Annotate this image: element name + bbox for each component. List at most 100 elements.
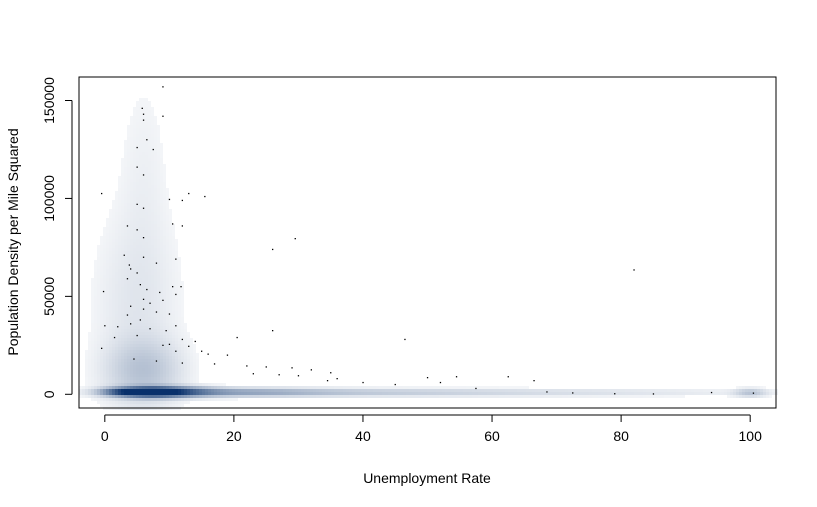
density-cell <box>136 296 139 299</box>
density-cell <box>595 389 598 392</box>
density-cell <box>556 389 559 392</box>
density-cell <box>145 110 148 113</box>
density-cell <box>292 395 295 398</box>
density-cell <box>313 392 316 395</box>
density-cell <box>235 395 238 398</box>
density-cell <box>541 389 544 392</box>
density-cell <box>157 287 160 290</box>
density-cell <box>130 188 133 191</box>
density-cell <box>100 371 103 374</box>
density-cell <box>172 302 175 305</box>
density-cell <box>196 368 199 371</box>
density-cell <box>124 302 127 305</box>
density-cell <box>649 395 652 398</box>
density-cell <box>142 212 145 215</box>
density-cell <box>166 278 169 281</box>
density-cell <box>625 392 628 395</box>
density-cell <box>166 302 169 305</box>
density-cell <box>124 320 127 323</box>
density-cell <box>187 395 190 398</box>
density-cell <box>109 275 112 278</box>
density-cell <box>415 395 418 398</box>
density-cell <box>163 212 166 215</box>
density-cell <box>178 386 181 389</box>
density-cell <box>175 383 178 386</box>
density-cell <box>139 155 142 158</box>
density-cell <box>100 308 103 311</box>
density-cell <box>304 392 307 395</box>
density-cell <box>157 365 160 368</box>
density-cell <box>142 278 145 281</box>
density-cell <box>178 371 181 374</box>
density-cell <box>175 380 178 383</box>
density-cell <box>115 254 118 257</box>
density-cell <box>169 311 172 314</box>
density-cell <box>136 350 139 353</box>
density-cell <box>85 389 88 392</box>
density-cell <box>439 386 442 389</box>
density-cell <box>769 395 772 398</box>
density-cell <box>148 158 151 161</box>
density-cell <box>127 167 130 170</box>
density-cell <box>151 392 154 395</box>
density-cell <box>166 362 169 365</box>
density-cell <box>154 197 157 200</box>
density-cell <box>619 392 622 395</box>
density-cell <box>211 395 214 398</box>
density-cell <box>589 395 592 398</box>
density-cell <box>145 212 148 215</box>
density-cell <box>166 221 169 224</box>
density-cell <box>121 332 124 335</box>
density-cell <box>142 356 145 359</box>
density-cell <box>178 266 181 269</box>
density-cell <box>133 281 136 284</box>
density-cell <box>187 380 190 383</box>
density-cell <box>115 269 118 272</box>
density-cell <box>142 260 145 263</box>
density-cell <box>190 368 193 371</box>
density-cell <box>139 206 142 209</box>
data-point <box>162 344 164 346</box>
density-cell <box>133 317 136 320</box>
density-cell <box>148 161 151 164</box>
density-cell <box>124 149 127 152</box>
density-cell <box>154 185 157 188</box>
density-cell <box>613 389 616 392</box>
density-cell <box>172 401 175 404</box>
density-cell <box>169 284 172 287</box>
density-cell <box>280 395 283 398</box>
density-cell <box>154 128 157 131</box>
density-cell <box>190 386 193 389</box>
density-cell <box>139 341 142 344</box>
density-cell <box>97 359 100 362</box>
density-cell <box>685 392 688 395</box>
density-cell <box>130 314 133 317</box>
density-cell <box>148 344 151 347</box>
density-cell <box>130 275 133 278</box>
density-cell <box>151 335 154 338</box>
density-cell <box>145 356 148 359</box>
density-cell <box>355 392 358 395</box>
density-cell <box>100 401 103 404</box>
density-cell <box>100 353 103 356</box>
density-cell <box>106 383 109 386</box>
density-cell <box>670 395 673 398</box>
density-cell <box>163 344 166 347</box>
density-cell <box>163 206 166 209</box>
density-cell <box>133 191 136 194</box>
density-cell <box>757 395 760 398</box>
density-cell <box>118 191 121 194</box>
density-cell <box>115 215 118 218</box>
density-cell <box>103 371 106 374</box>
density-cell <box>94 293 97 296</box>
density-cell <box>121 335 124 338</box>
density-cell <box>124 278 127 281</box>
density-cell <box>85 386 88 389</box>
density-cell <box>430 392 433 395</box>
density-cell <box>460 395 463 398</box>
density-cell <box>109 392 112 395</box>
density-cell <box>91 299 94 302</box>
density-cell <box>88 341 91 344</box>
density-cell <box>457 386 460 389</box>
density-cell <box>148 239 151 242</box>
